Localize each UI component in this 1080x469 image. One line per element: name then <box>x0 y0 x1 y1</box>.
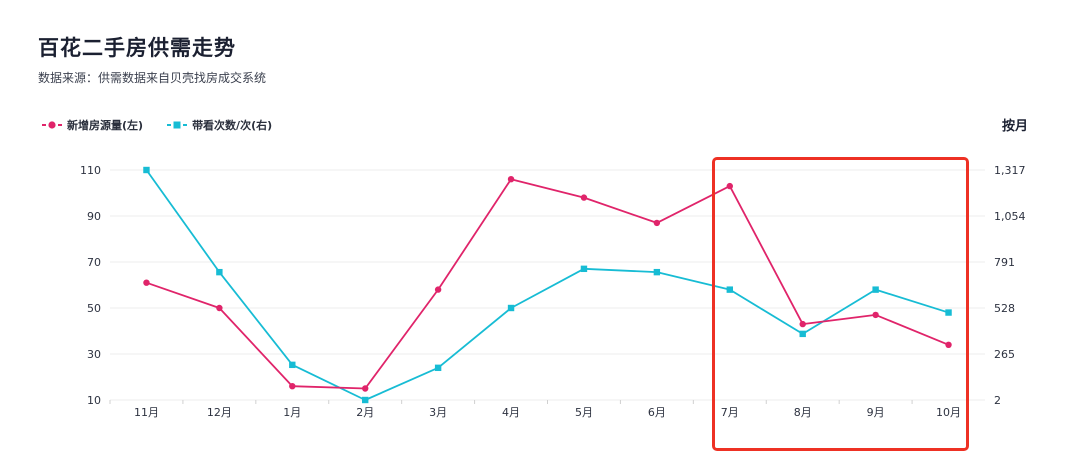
y-left-tick-label: 30 <box>87 348 101 361</box>
data-source-note: 数据来源：供需数据来自贝壳找房成交系统 <box>38 71 267 85</box>
y-left-tick-label: 90 <box>87 210 101 223</box>
y-right-tick-label: 791 <box>994 256 1015 269</box>
legend-item-viewings[interactable]: 带看次数/次(右) <box>167 117 272 133</box>
data-point-viewings <box>216 268 223 276</box>
data-point-new-listings <box>945 341 952 348</box>
x-tick-label: 3月 <box>429 406 447 419</box>
x-tick-label: 4月 <box>502 406 520 419</box>
x-tick-label: 10月 <box>936 406 961 419</box>
y-right-tick-label: 1,054 <box>994 210 1026 223</box>
x-tick-label: 11月 <box>134 406 159 419</box>
x-tick-label: 2月 <box>356 406 374 419</box>
data-point-new-listings <box>580 194 588 201</box>
series-line-viewings <box>145 169 949 401</box>
data-point-viewings <box>507 304 515 312</box>
data-point-viewings <box>945 309 952 316</box>
data-point-viewings <box>143 166 150 174</box>
data-point-viewings <box>362 396 369 404</box>
x-tick-label: 5月 <box>575 406 593 419</box>
y-right-tick-label: 528 <box>994 302 1015 315</box>
y-right-tick-label: 1,317 <box>994 164 1026 177</box>
data-point-new-listings <box>507 176 515 183</box>
x-tick-label: 7月 <box>721 406 739 419</box>
data-point-viewings <box>289 361 296 369</box>
x-tick-label: 8月 <box>794 406 812 419</box>
legend-item-new-listings[interactable]: 新增房源量(左) <box>42 117 143 133</box>
period-toggle[interactable]: 按月 <box>1001 119 1028 134</box>
data-point-viewings <box>653 268 661 276</box>
data-point-new-listings <box>434 286 442 293</box>
data-point-new-listings <box>216 304 223 312</box>
x-tick-label: 9月 <box>867 406 885 419</box>
legend-label-new-listings: 新增房源量(左) <box>67 119 144 132</box>
highlight-box <box>712 157 969 451</box>
data-point-viewings <box>580 265 588 273</box>
data-point-new-listings <box>872 311 879 319</box>
page-title: 百花二手房供需走势 <box>38 36 236 60</box>
legend-label-viewings: 带看次数/次(右) <box>192 119 273 132</box>
square-marker-icon <box>167 121 188 129</box>
data-point-new-listings <box>653 219 661 227</box>
y-left-tick-label: 50 <box>87 302 101 315</box>
y-left-tick-label: 110 <box>80 164 101 177</box>
x-tick-label: 1月 <box>283 406 301 419</box>
x-tick-label: 6月 <box>648 406 666 419</box>
x-tick-label: 12月 <box>207 406 232 419</box>
data-point-new-listings <box>799 320 806 328</box>
data-point-new-listings <box>726 182 733 190</box>
y-left-tick-label: 10 <box>87 394 101 407</box>
chart-legend: 新增房源量(左) 带看次数/次(右) <box>42 117 296 133</box>
data-point-viewings <box>799 330 806 338</box>
data-point-new-listings <box>362 385 369 392</box>
data-point-new-listings <box>289 383 296 390</box>
circle-marker-icon <box>42 121 62 129</box>
y-right-tick-label: 265 <box>994 348 1015 361</box>
data-point-viewings <box>726 286 733 293</box>
data-point-new-listings <box>143 279 150 286</box>
data-point-viewings <box>434 364 442 372</box>
y-left-tick-label: 70 <box>87 256 101 269</box>
series-line-new-listings <box>146 178 949 390</box>
data-point-viewings <box>872 286 879 293</box>
y-right-tick-label: 2 <box>994 394 1001 407</box>
